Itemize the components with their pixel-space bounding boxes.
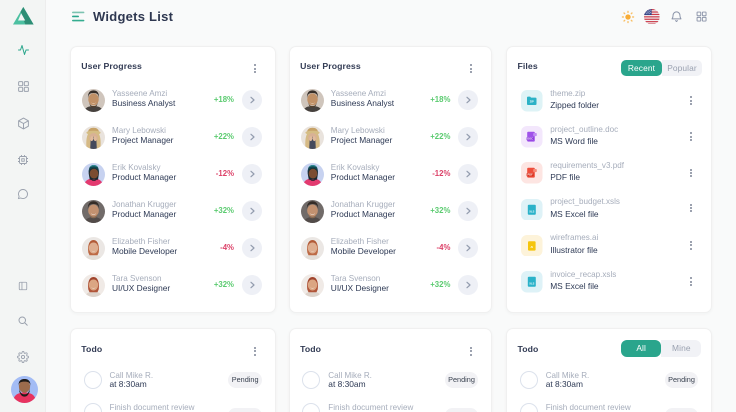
- svg-text:DOC: DOC: [527, 137, 533, 141]
- svg-text:ZIP: ZIP: [530, 99, 534, 103]
- svg-text:PDF: PDF: [528, 173, 534, 177]
- svg-text:AI: AI: [531, 245, 534, 249]
- svg-text:XLS: XLS: [529, 281, 534, 285]
- svg-text:XLS: XLS: [529, 209, 534, 213]
